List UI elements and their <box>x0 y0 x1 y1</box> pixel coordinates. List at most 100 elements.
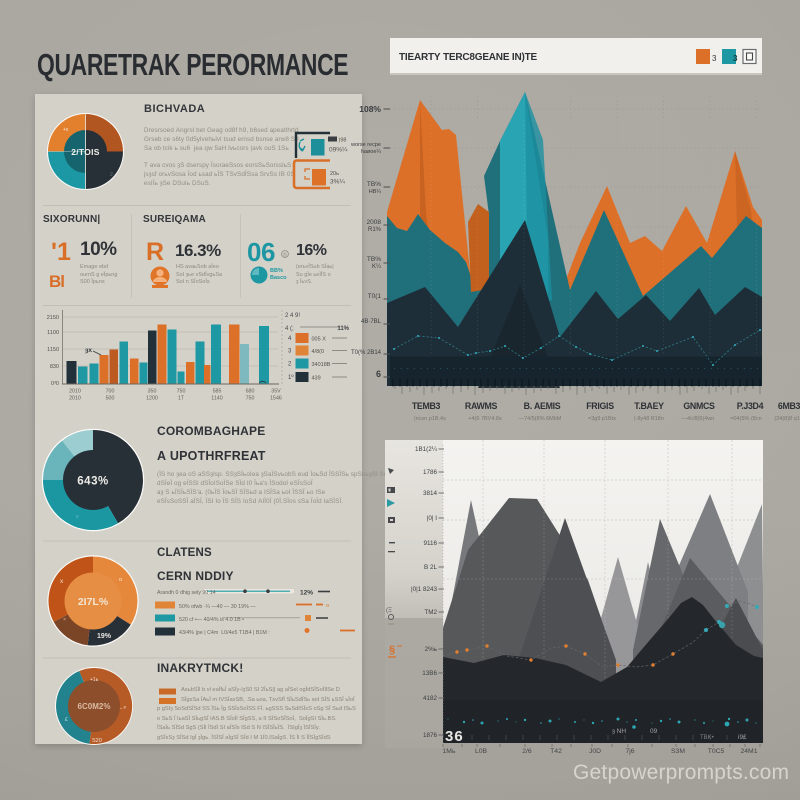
svg-text:6: 6 <box>376 369 381 379</box>
svg-text:1º: 1º <box>288 374 294 381</box>
svg-text:36: 36 <box>445 728 464 745</box>
svg-text:|ncsn p1B.4s: |ncsn p1B.4s <box>414 416 446 422</box>
svg-text:+4(6 7BV4.8s: +4(6 7BV4.8s <box>468 416 502 422</box>
svg-text:T.BAEY: T.BAEY <box>634 401 664 411</box>
svg-text:—4c/8(6)4wn: —4c/8(6)4wn <box>682 416 715 422</box>
svg-text:1100: 1100 <box>47 330 59 336</box>
svg-text:TEMB3: TEMB3 <box>412 401 441 411</box>
svg-text:|-8y48 R18n: |-8y48 R18n <box>634 416 664 422</box>
svg-text:680: 680 <box>246 389 255 395</box>
svg-text:9116: 9116 <box>423 540 437 547</box>
svg-text:1150: 1150 <box>47 347 59 353</box>
svg-text:TBK•: TBK• <box>700 735 714 741</box>
svg-text:)98: )98 <box>339 138 347 144</box>
svg-text:Basco: Basco <box>270 275 287 281</box>
svg-text:439: 439 <box>312 376 321 382</box>
svg-text:4 (;: 4 (; <box>285 326 294 332</box>
svg-text:T0(1: T0(1 <box>368 293 382 300</box>
svg-text:o: o <box>326 603 329 609</box>
svg-text:7j6: 7j6 <box>625 748 634 755</box>
svg-text:RAWMS: RAWMS <box>465 401 498 411</box>
svg-text:haøoe¼: haøoe¼ <box>361 149 382 155</box>
svg-text:T0C5: T0C5 <box>708 748 725 755</box>
svg-text:700: 700 <box>106 389 115 395</box>
svg-text:1200: 1200 <box>146 396 158 402</box>
svg-text:06: 06 <box>247 237 275 267</box>
svg-text:ȝx: ȝx <box>85 347 92 354</box>
svg-text:+1ь: +1ь <box>90 677 99 683</box>
svg-text:6MB3: 6MB3 <box>778 401 800 411</box>
svg-text:500: 500 <box>106 396 115 402</box>
svg-text:o: o <box>119 577 122 583</box>
svg-text:|0|1 8243: |0|1 8243 <box>411 586 438 593</box>
svg-text:|0| I: |0| I <box>427 515 438 522</box>
svg-text:3: 3 <box>288 349 292 355</box>
svg-text:TB%: TB% <box>367 256 381 263</box>
svg-text:2008: 2008 <box>367 219 382 226</box>
svg-text:︵: ︵ <box>258 377 266 384</box>
svg-text:750: 750 <box>246 396 255 402</box>
svg-text:1140: 1140 <box>211 396 222 402</box>
svg-text:x: x <box>60 578 64 585</box>
svg-text:worse recpe: worse recpe <box>350 142 381 148</box>
svg-text:43/4% |pe | C4m L0/4e5 T1B4 |: 43/4% |pe | C4m L0/4e5 T1B4 | B1M : <box>179 630 270 636</box>
svg-text:2%ь: 2%ь <box>425 646 438 653</box>
svg-text:£: £ <box>65 717 68 723</box>
svg-text:1T: 1T <box>178 396 185 402</box>
svg-text:750: 750 <box>177 389 186 395</box>
svg-text:12%: 12% <box>300 590 313 597</box>
svg-text:1546: 1546 <box>270 396 282 402</box>
svg-text:2І7L%: 2І7L% <box>78 596 109 608</box>
svg-text:2: 2 <box>288 362 292 368</box>
svg-text:L0B: L0B <box>475 748 488 755</box>
svg-text:19%: 19% <box>97 633 112 640</box>
svg-text:2 4 9!: 2 4 9! <box>285 313 300 319</box>
svg-text:4182: 4182 <box>423 695 438 702</box>
svg-text:2010: 2010 <box>69 396 81 402</box>
svg-text:4/8(0: 4/8(0 <box>312 349 325 355</box>
svg-text:3: 3 <box>733 54 738 63</box>
svg-text:2010: 2010 <box>69 389 81 395</box>
svg-text:643%: 643% <box>77 476 108 488</box>
svg-text:2/TOIS: 2/TOIS <box>71 147 100 157</box>
svg-text:520 cf •— 40/4% is 4.0 1B •: 520 cf •— 40/4% is 4.0 1B • <box>179 617 244 623</box>
svg-text:v: v <box>76 514 79 520</box>
svg-text:6C0M2%: 6C0M2% <box>78 702 111 711</box>
svg-text:TM2: TM2 <box>424 609 437 616</box>
svg-text:13B6: 13B6 <box>422 670 437 677</box>
svg-text:FRIGIS: FRIGIS <box>586 401 614 411</box>
svg-text:=3g9 p1Btx: =3g9 p1Btx <box>588 416 616 422</box>
svg-text:34018B: 34018B <box>312 362 331 368</box>
svg-text:BB%: BB% <box>270 268 283 274</box>
svg-text:2·: 2· <box>110 172 115 178</box>
svg-text:11%: 11% <box>337 326 349 332</box>
svg-text:1B1(2¼: 1B1(2¼ <box>415 446 438 453</box>
svg-text:HB¼: HB¼ <box>369 189 382 195</box>
svg-text:(Ξ: (Ξ <box>386 608 392 614</box>
svg-text:TB%: TB% <box>367 181 381 188</box>
svg-text:S20: S20 <box>92 738 102 744</box>
svg-text:108%: 108% <box>359 104 381 114</box>
svg-text:ȝ NH: ȝ NH <box>612 728 626 735</box>
svg-text:1786: 1786 <box>423 469 438 476</box>
svg-text:350: 350 <box>148 389 157 395</box>
svg-text:1876: 1876 <box>423 732 438 739</box>
svg-text:R: R <box>146 238 164 266</box>
svg-text:←#: ←# <box>119 705 127 710</box>
svg-text:S3M: S3M <box>671 748 685 755</box>
svg-text:×: × <box>63 617 66 623</box>
svg-text:24M1: 24M1 <box>740 748 757 755</box>
svg-text:35V: 35V <box>271 389 281 395</box>
svg-text:K¼: K¼ <box>372 264 382 270</box>
svg-text:2/6: 2/6 <box>522 748 532 755</box>
svg-text:4B·7BL: 4B·7BL <box>361 319 382 325</box>
svg-text:Arandh 0 dhig sely 90 14: Arandh 0 dhig sely 90 14 <box>157 590 216 596</box>
svg-text:3%¼: 3%¼ <box>330 179 345 186</box>
svg-text:3814: 3814 <box>423 490 438 497</box>
svg-text:+x: +x <box>63 127 69 133</box>
svg-text:=04(5% (8cn: =04(5% (8cn <box>730 416 761 422</box>
svg-text:§: § <box>389 644 395 656</box>
svg-text:T42: T42 <box>550 748 562 755</box>
svg-text:830: 830 <box>50 364 59 370</box>
svg-text:0³0: 0³0 <box>51 381 59 387</box>
